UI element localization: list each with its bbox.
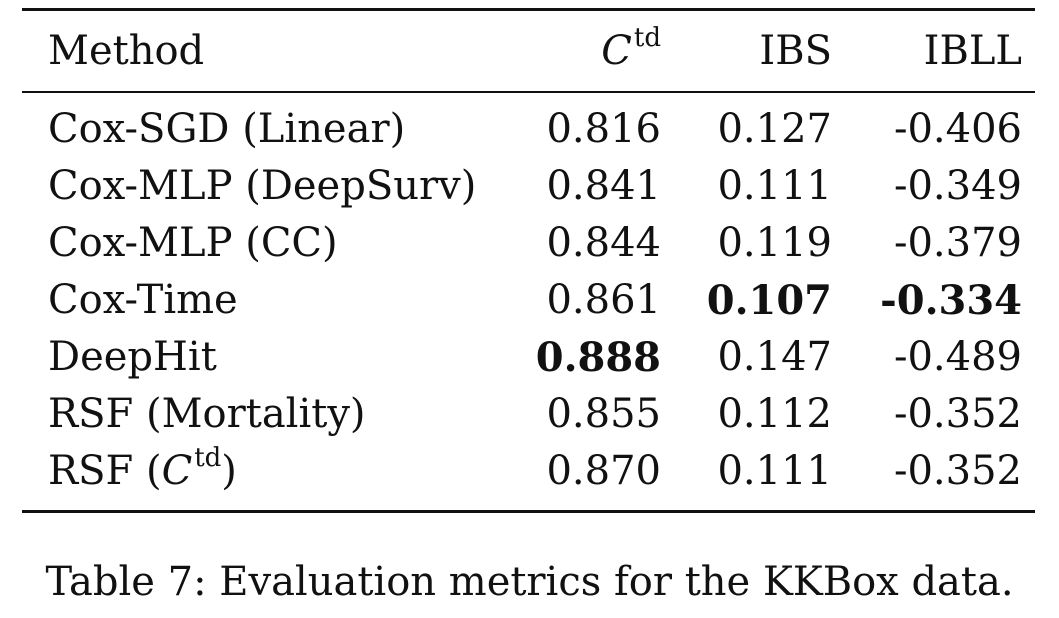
- row-method-ctd-sup: td: [194, 442, 222, 473]
- row-ibs: 0.111: [717, 163, 832, 209]
- table-row: Cox-SGD (Linear) 0.816 0.127 -0.406: [22, 101, 1035, 158]
- row-ibll: -0.489: [893, 334, 1022, 380]
- header-ctd: Ctd: [601, 11, 661, 91]
- table-header-rule: [22, 91, 1035, 93]
- row-ibs: 0.147: [717, 334, 832, 380]
- table-row: Cox-Time 0.861 0.107 -0.334: [22, 272, 1035, 329]
- row-ibll: -0.352: [893, 391, 1022, 437]
- header-ibll: IBLL: [923, 28, 1022, 74]
- row-method: RSF (Ctd): [48, 443, 237, 500]
- row-method-ctd-base: C: [161, 448, 193, 494]
- row-ibll: -0.349: [893, 163, 1022, 209]
- table-top-rule: [22, 8, 1035, 11]
- row-ctd: 0.816: [546, 106, 661, 152]
- row-method: RSF (Mortality): [48, 391, 366, 437]
- row-ibll: -0.379: [893, 220, 1022, 266]
- table-caption: Table 7: Evaluation metrics for the KKBo…: [45, 559, 1014, 605]
- row-method: Cox-SGD (Linear): [48, 106, 406, 152]
- row-method: Cox-MLP (CC): [48, 220, 338, 266]
- table-row: Cox-MLP (DeepSurv) 0.841 0.111 -0.349: [22, 158, 1035, 215]
- row-method: DeepHit: [48, 334, 217, 380]
- row-ibs: 0.111: [717, 448, 832, 494]
- table-row: Cox-MLP (CC) 0.844 0.119 -0.379: [22, 215, 1035, 272]
- row-ctd: 0.861: [546, 277, 661, 323]
- table-row: DeepHit 0.888 0.147 -0.489: [22, 329, 1035, 386]
- header-method: Method: [48, 28, 205, 74]
- results-table: Method Ctd IBS IBLL Cox-SGD (Linear) 0.8…: [22, 8, 1035, 513]
- row-ctd: 0.855: [546, 391, 661, 437]
- header-ibs: IBS: [759, 28, 832, 74]
- row-ibll-best: -0.334: [880, 277, 1022, 324]
- table-header-row: Method Ctd IBS IBLL: [22, 11, 1035, 91]
- row-ctd: 0.841: [546, 163, 661, 209]
- row-ibs-best: 0.107: [706, 277, 832, 324]
- row-ibll: -0.406: [893, 106, 1022, 152]
- row-method: Cox-MLP (DeepSurv): [48, 163, 477, 209]
- header-ctd-base: C: [601, 28, 632, 74]
- row-method-prefix: RSF (: [48, 448, 162, 494]
- header-ctd-sup: td: [633, 22, 661, 53]
- row-ibll: -0.352: [893, 448, 1022, 494]
- table-row: RSF (Ctd) 0.870 0.111 -0.352: [22, 443, 1035, 500]
- row-ctd: 0.844: [546, 220, 661, 266]
- row-ctd-best: 0.888: [535, 334, 661, 381]
- table-bottom-rule: [22, 510, 1035, 513]
- row-method-suffix: ): [221, 448, 237, 494]
- row-ibs: 0.119: [717, 220, 832, 266]
- row-ibs: 0.112: [717, 391, 832, 437]
- row-method: Cox-Time: [48, 277, 238, 323]
- table-row: RSF (Mortality) 0.855 0.112 -0.352: [22, 386, 1035, 443]
- row-ctd: 0.870: [546, 448, 661, 494]
- row-ibs: 0.127: [717, 106, 832, 152]
